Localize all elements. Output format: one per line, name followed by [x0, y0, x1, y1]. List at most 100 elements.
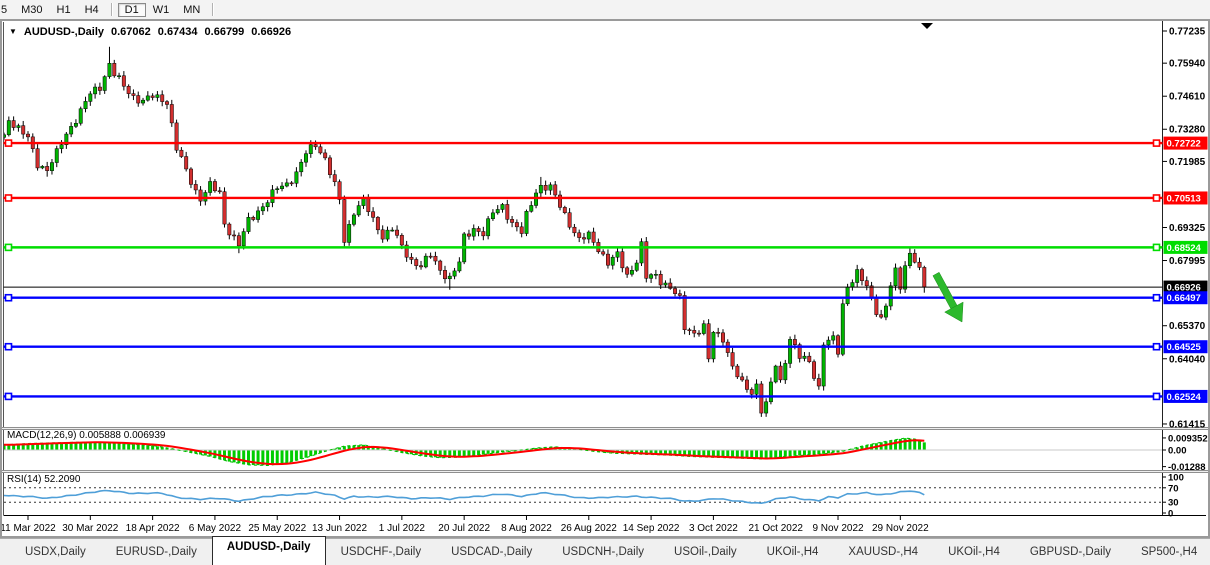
rsi-tick-label: 70 — [1168, 483, 1179, 494]
candle — [740, 372, 745, 382]
symbol-tab-usdchf-daily[interactable]: USDCHF-,Daily — [340, 545, 422, 558]
level-handle-left[interactable] — [4, 139, 13, 147]
timeframe-button-H4[interactable]: H4 — [84, 3, 99, 16]
level-handle-left[interactable] — [4, 194, 13, 202]
level-line-0.72722[interactable] — [3, 139, 1163, 147]
level-handle-right[interactable] — [1152, 392, 1161, 401]
timeframe-button-D1[interactable]: D1 — [117, 2, 146, 17]
level-line-0.70513[interactable] — [3, 194, 1163, 202]
candle — [725, 339, 730, 357]
candle — [246, 212, 251, 234]
candle — [409, 253, 414, 265]
candle — [567, 208, 572, 230]
symbol-tab-usdcnh-daily[interactable]: USDCNH-,Daily — [562, 545, 645, 558]
level-handle-left[interactable] — [4, 243, 13, 252]
timeframe-button-H1[interactable]: H1 — [56, 3, 71, 16]
level-handle-left[interactable] — [4, 342, 13, 351]
candle — [121, 71, 126, 91]
candle — [572, 223, 577, 237]
candle — [395, 225, 400, 239]
candle — [850, 279, 855, 291]
candle — [778, 361, 783, 383]
candle — [102, 75, 107, 94]
chart-window: 0.77235 0.75940 0.74610 0.73280 0.71985 0.693… — [0, 19, 1210, 538]
timeframe-button-M30[interactable]: M30 — [21, 3, 43, 16]
candle — [596, 238, 601, 254]
date-axis[interactable]: 11 Mar 2022 30 Mar 2022 18 Apr 2022 6 May 2… — [2, 515, 929, 535]
candle — [764, 398, 769, 417]
price-tick-label: 0.73280 — [1169, 125, 1206, 136]
level-handle-right[interactable] — [1152, 243, 1161, 252]
level-handle-right[interactable] — [1152, 342, 1161, 351]
symbol-tab-usdcad-daily[interactable]: USDCAD-,Daily — [451, 545, 533, 558]
candle — [903, 261, 908, 293]
candle — [93, 83, 98, 99]
price-badge-0.68524: 0.68524 — [1163, 240, 1208, 254]
date-tick-label: 1 Jul 2022 — [379, 523, 426, 534]
candle — [922, 265, 927, 293]
candle — [64, 131, 69, 149]
candle — [227, 222, 232, 240]
candle — [117, 72, 122, 80]
candle — [4, 132, 6, 140]
candle — [184, 151, 189, 172]
svg-text:0.62524: 0.62524 — [1167, 392, 1202, 403]
level-handle-left[interactable] — [4, 392, 13, 401]
candle — [658, 270, 663, 289]
candle — [270, 185, 275, 208]
candle — [304, 150, 308, 167]
level-line-0.62524[interactable] — [3, 392, 1163, 401]
symbol-tab-usdx-daily[interactable]: USDX,Daily — [25, 545, 86, 558]
macd-label: MACD(12,26,9) 0.005888 0.006939 — [7, 430, 166, 441]
candle — [179, 147, 184, 158]
candle — [160, 90, 165, 107]
level-handle-right[interactable] — [1152, 293, 1161, 302]
level-line-0.64525[interactable] — [3, 342, 1163, 351]
candle — [821, 342, 826, 391]
symbol-tab-ukoil-h4[interactable]: UKOil-,H4 — [948, 545, 1000, 558]
candle — [582, 232, 586, 244]
level-handle-right[interactable] — [1152, 139, 1161, 147]
pane-divider[interactable] — [2, 470, 1208, 473]
level-handle-right[interactable] — [1152, 194, 1161, 202]
candle — [634, 259, 639, 272]
candle — [289, 181, 294, 186]
candle — [864, 276, 869, 291]
symbol-tab-gbpusd-daily[interactable]: GBPUSD-,Daily — [1029, 545, 1111, 558]
date-tick-label: 29 Nov 2022 — [872, 523, 929, 534]
symbol-tab-audusd-daily[interactable]: AUDUSD-,Daily — [211, 536, 326, 565]
chart-canvas[interactable]: 0.77235 0.75940 0.74610 0.73280 0.71985 0.693… — [2, 21, 1208, 536]
level-handle-left[interactable] — [4, 293, 13, 302]
candle — [73, 119, 78, 129]
candle — [673, 286, 678, 297]
timeframe-button-W1[interactable]: W1 — [152, 3, 170, 16]
svg-text:0.70513: 0.70513 — [1167, 193, 1201, 204]
symbol-tab-bar: USDX,Daily EURUSD-,Daily AUDUSD-,Daily USDC… — [0, 536, 1210, 565]
price-axis[interactable]: 0.77235 0.75940 0.74610 0.73280 0.71985 0.693… — [1162, 27, 1208, 520]
symbol-tab-eurusd-daily[interactable]: EURUSD-,Daily — [115, 545, 197, 558]
timeframe-button-5[interactable]: 5 — [1, 3, 8, 16]
rsi-label: RSI(14) 52.2090 — [7, 474, 81, 485]
level-line-0.66497[interactable] — [3, 293, 1163, 302]
candle — [332, 169, 337, 187]
date-tick-label: 25 May 2022 — [248, 523, 306, 534]
candle — [212, 178, 217, 193]
toolbar-separator — [212, 3, 215, 16]
candle — [855, 264, 860, 287]
symbol-tab-sp500-h4[interactable]: SP500-,H4 — [1141, 545, 1198, 558]
level-line-0.68524[interactable] — [3, 243, 1163, 252]
candle — [54, 145, 59, 168]
pane-divider[interactable] — [2, 427, 1208, 430]
candle — [21, 120, 26, 139]
symbol-tab-usoil-daily[interactable]: USOil-,Daily — [674, 545, 737, 558]
candle — [898, 266, 903, 294]
candle — [256, 206, 261, 223]
candle — [433, 251, 438, 265]
symbol-tab-ukoil-h4[interactable]: UKOil-,H4 — [766, 545, 819, 558]
date-tick-label: 14 Sep 2022 — [623, 523, 680, 534]
candle — [423, 253, 428, 269]
symbol-tab-xauusd-h4[interactable]: XAUUSD-,H4 — [848, 545, 919, 558]
timeframe-button-MN[interactable]: MN — [183, 3, 201, 16]
candle — [639, 238, 644, 267]
sell-arrow[interactable] — [932, 271, 964, 323]
